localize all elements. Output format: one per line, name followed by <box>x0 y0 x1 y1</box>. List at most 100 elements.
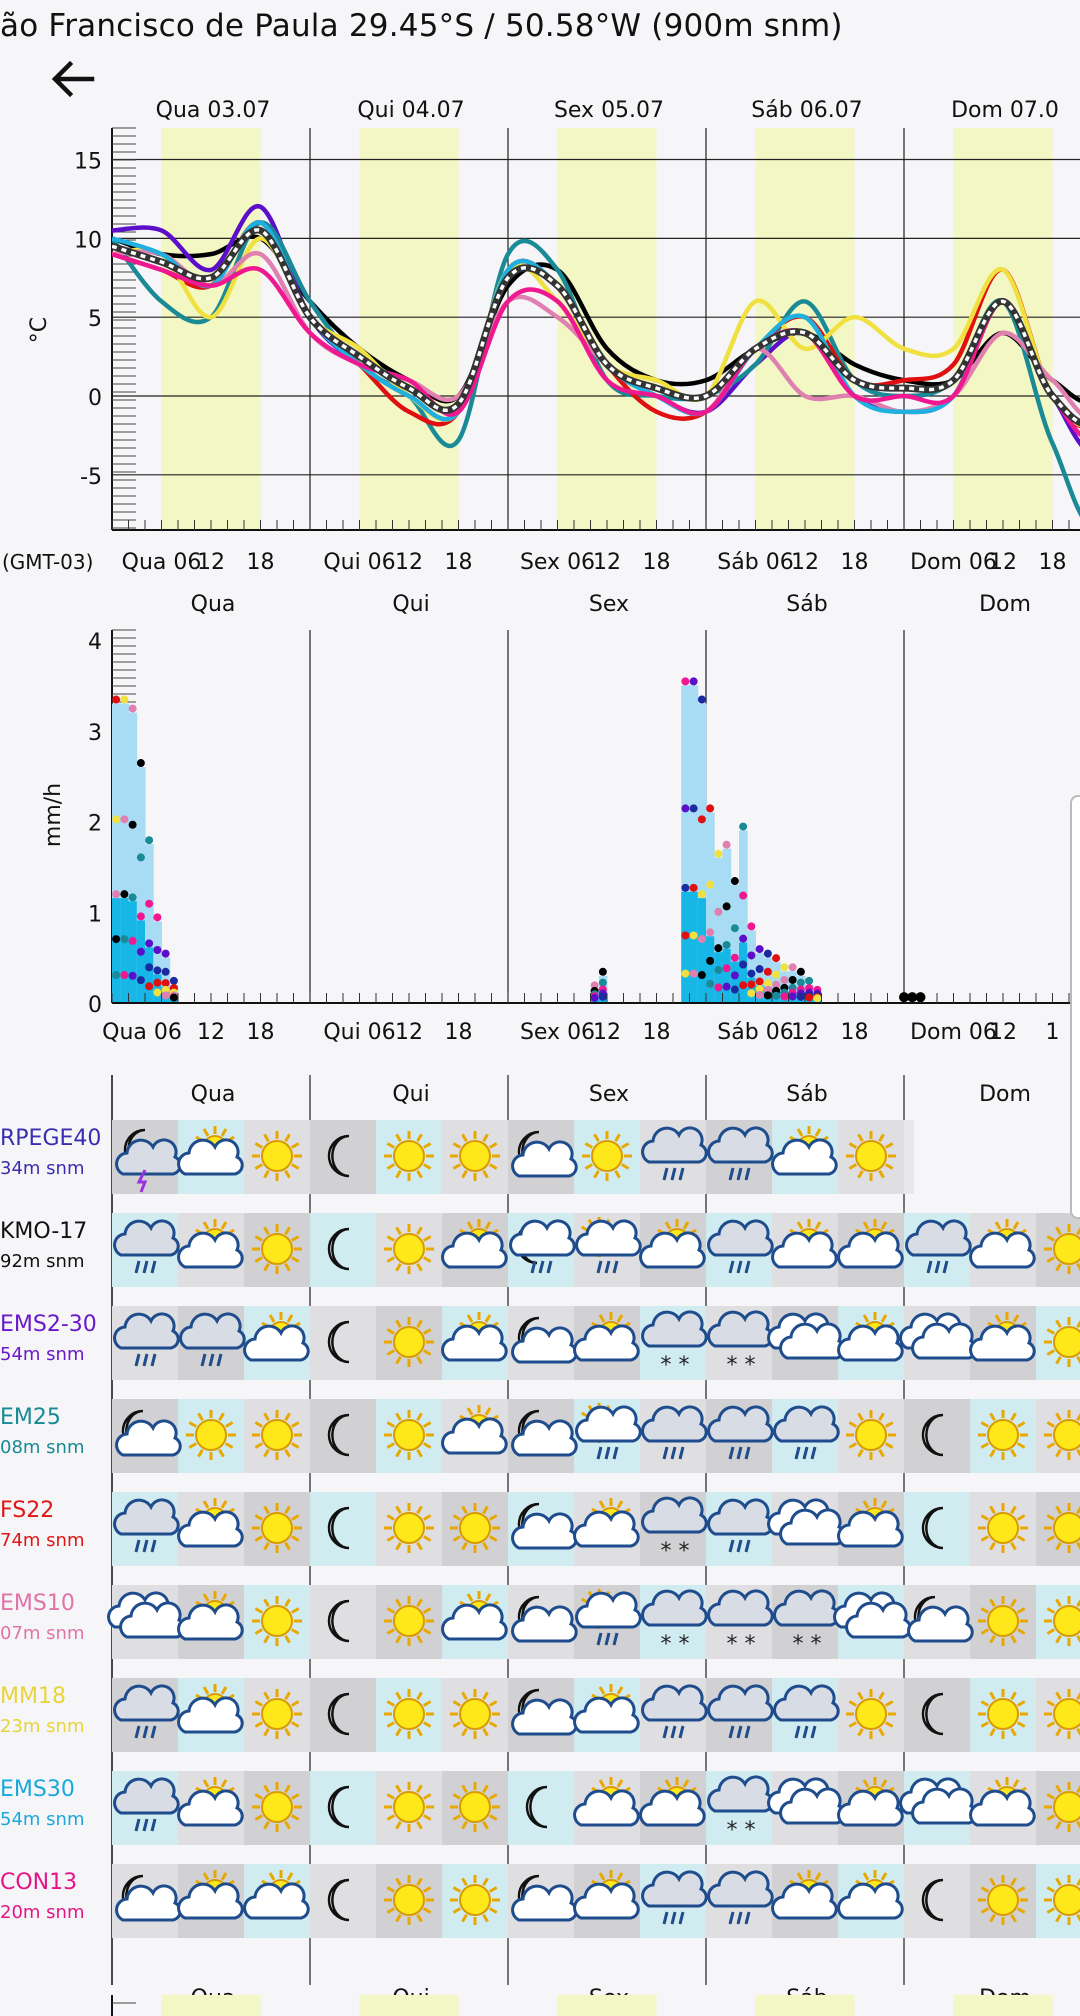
precip-dot <box>697 815 706 824</box>
rain-cloud-icon <box>707 1405 774 1460</box>
precip-dot <box>722 982 731 991</box>
sun-cloud-icon <box>969 1312 1036 1362</box>
sun-icon <box>252 1503 302 1553</box>
svg-text:* *: * * <box>661 1353 690 1378</box>
rain-cloud-icon <box>113 1777 180 1832</box>
precip-bar <box>112 703 121 1003</box>
x-tick-label: 12 <box>197 1020 225 1045</box>
precip-dot <box>136 912 145 921</box>
precip-bar <box>706 812 715 1003</box>
daylight-band <box>755 1995 855 2016</box>
sun-icon <box>252 1782 302 1832</box>
sun-cloud-icon <box>573 1870 640 1920</box>
sun-icon <box>978 1410 1028 1460</box>
model-label: KMO-17 92m snm <box>0 1217 87 1277</box>
precip-dot <box>780 975 789 984</box>
y-tick-label: 10 <box>74 228 102 253</box>
svg-text:* *: * * <box>727 1353 756 1378</box>
sun-icon <box>384 1224 434 1274</box>
model-label: EM25 08m snm <box>0 1403 84 1463</box>
precip-dot <box>772 954 781 963</box>
rain-cloud-icon <box>113 1684 180 1739</box>
snow-cloud-icon: * * <box>641 1310 708 1378</box>
precip-dot <box>722 902 731 911</box>
x-tick-label: Qua 06 <box>102 1020 182 1045</box>
row-band <box>904 1492 970 1566</box>
sun-cloud-icon <box>243 1312 310 1362</box>
sun-icon <box>1044 1317 1080 1367</box>
x-tick-label: Qua 06 <box>122 550 202 575</box>
sun-icon <box>384 1317 434 1367</box>
model-label: EMS30 54m snm <box>0 1775 84 1835</box>
precip-dot <box>145 963 154 972</box>
snow-cloud-icon: * * <box>641 1496 708 1564</box>
sun-cloud-icon <box>639 1777 706 1827</box>
rain-cloud-icon <box>641 1870 708 1925</box>
precip-dot <box>739 960 748 969</box>
svg-text:* *: * * <box>661 1539 690 1564</box>
row-band <box>508 1771 574 1845</box>
precip-dot <box>120 971 129 980</box>
sun-icon <box>252 1596 302 1646</box>
precip-bar-core <box>120 898 129 1003</box>
precip-dot <box>706 928 715 937</box>
precip-bar <box>689 685 699 1003</box>
model-name: EMS30 <box>0 1777 75 1802</box>
precip-dot <box>598 978 607 987</box>
sun-cloud-icon <box>573 1498 640 1548</box>
x-tick-label: 12 <box>197 550 225 575</box>
sun-cloud-icon <box>771 1126 838 1176</box>
precip-dot <box>681 804 690 813</box>
precip-dot <box>706 804 715 813</box>
night-rain-icon <box>509 1219 576 1274</box>
day-header: Qui <box>392 592 429 617</box>
precip-dot <box>697 695 706 704</box>
arrow-left-icon[interactable] <box>48 54 98 104</box>
precip-dot <box>681 883 690 892</box>
sun-cloud-icon <box>177 1498 244 1548</box>
sun-icon <box>1044 1503 1080 1553</box>
precip-bar <box>136 767 146 1003</box>
day-header: Qua 03.07 <box>156 98 271 123</box>
day-header: Sáb <box>786 592 827 617</box>
rain-cloud-icon <box>773 1405 840 1460</box>
precip-dot <box>772 980 781 989</box>
precip-dot <box>120 890 129 899</box>
svg-text:* *: * * <box>727 1818 756 1843</box>
precip-dot <box>755 991 764 1000</box>
model-height: 74m snm <box>0 1530 85 1551</box>
model-name: KMO-17 <box>0 1219 88 1244</box>
day-header: Dom <box>979 1082 1031 1107</box>
precip-bar-core <box>730 961 740 1003</box>
precip-dot <box>755 965 764 974</box>
x-tick-label: 18 <box>841 550 869 575</box>
cloud-icon <box>899 1777 978 1825</box>
row-band <box>310 1399 376 1473</box>
sun-icon <box>978 1875 1028 1925</box>
day-header: Qua <box>191 1082 236 1107</box>
precip-dot <box>681 931 690 940</box>
y-tick-label: 4 <box>88 630 102 655</box>
scroll-handle[interactable] <box>1070 795 1080 1219</box>
precip-dot <box>112 971 121 980</box>
precip-dot <box>153 978 162 987</box>
precip-dot <box>714 907 723 916</box>
precip-dot <box>689 931 698 940</box>
x-tick-label: Sáb 06 <box>717 550 793 575</box>
cloud-icon <box>107 1591 186 1639</box>
y-tick-label: 2 <box>88 812 102 837</box>
x-tick-label: 18 <box>841 1020 869 1045</box>
precip-dot <box>899 992 909 1003</box>
sun-cloud-icon <box>177 1591 244 1641</box>
sun-icon <box>846 1689 896 1739</box>
precip-dot <box>128 971 137 980</box>
timezone-label: (GMT-03) <box>2 550 93 574</box>
moon-icon <box>327 1134 350 1178</box>
precip-bar <box>697 703 707 1003</box>
precip-dot <box>747 951 756 960</box>
precip-dot <box>598 992 607 1001</box>
svg-text:* *: * * <box>661 1632 690 1657</box>
night-cloud-icon <box>907 1595 974 1643</box>
daylight-band <box>755 128 855 530</box>
